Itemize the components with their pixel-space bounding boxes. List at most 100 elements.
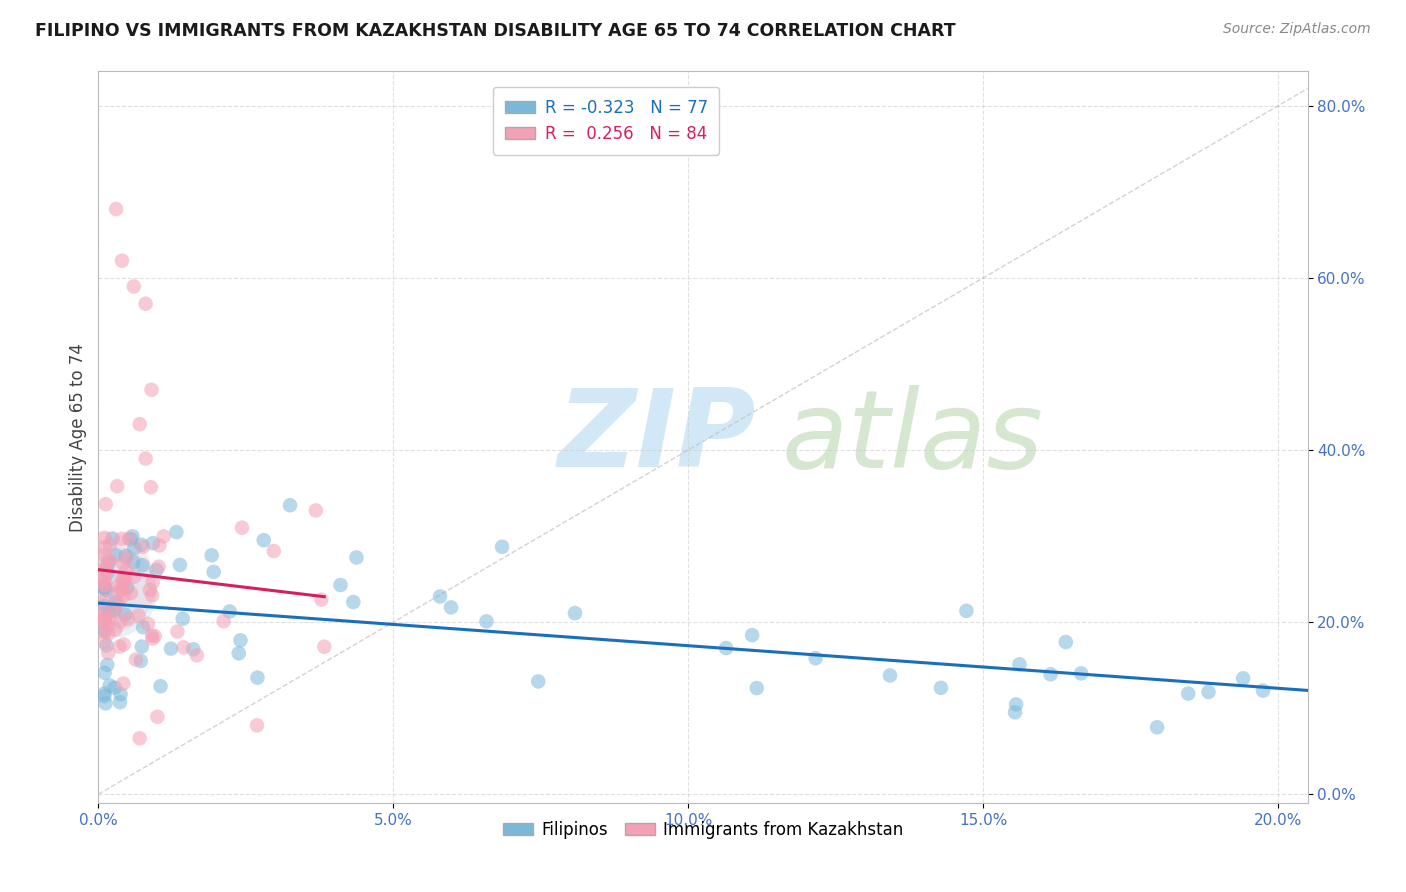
Point [114,607,136,622]
Point [253,533,276,548]
Point [135,451,157,466]
Point [97,646,120,660]
Point [929,681,952,695]
Point [1232,672,1254,686]
Point [141,629,163,643]
Point [146,710,169,724]
Y-axis label: Disability Age 65 to 74: Disability Age 65 to 74 [69,343,87,532]
Point [139,582,162,597]
Point [97,626,120,640]
Point [1177,687,1199,701]
Point [231,521,253,535]
Point [218,605,240,619]
Point [94,611,117,625]
Point [121,529,143,543]
Point [128,608,150,623]
Point [97,566,120,581]
Point [141,632,163,646]
Point [96,657,118,672]
Point [111,532,134,546]
Point [93,611,115,625]
Point [745,681,768,695]
Point [104,604,127,618]
Point [311,592,333,607]
Point [93,615,115,630]
Point [110,615,132,629]
Point [104,602,127,616]
Point [93,634,115,648]
Point [125,652,148,666]
Point [93,581,115,595]
Point [93,625,115,640]
Point [93,578,115,592]
Point [112,588,135,602]
Point [160,641,183,656]
Point [132,540,155,554]
Point [93,574,115,588]
Point [122,541,145,556]
Point [97,553,120,567]
Point [117,612,139,626]
Point [1198,685,1220,699]
Point [181,642,204,657]
Point [141,383,163,397]
Point [110,687,132,701]
Point [879,668,901,682]
Point [741,628,763,642]
Point [112,676,135,690]
Point [93,624,115,638]
Point [165,525,187,540]
Point [141,588,163,602]
Point [118,532,141,546]
Point [105,479,128,493]
Point [142,575,165,590]
Point [111,253,134,268]
Point [120,586,142,600]
Point [94,696,117,710]
Point [120,532,142,546]
Point [148,559,170,574]
Point [139,480,162,494]
Point [169,558,191,572]
Point [93,531,115,545]
Point [93,594,115,608]
Point [93,603,115,617]
Point [96,639,118,653]
Point [342,595,364,609]
Point [111,582,134,596]
Point [94,561,117,575]
Point [135,296,157,310]
Point [110,583,132,598]
Point [278,498,301,512]
Point [105,586,128,600]
Point [108,640,131,654]
Legend: Filipinos, Immigrants from Kazakhstan: Filipinos, Immigrants from Kazakhstan [496,814,910,846]
Point [128,731,150,746]
Point [491,540,513,554]
Point [429,590,451,604]
Text: atlas: atlas [782,384,1043,490]
Point [93,572,115,586]
Point [1005,698,1028,712]
Point [1251,683,1274,698]
Point [714,641,737,656]
Point [263,544,285,558]
Point [346,550,368,565]
Point [93,549,115,563]
Point [1054,635,1077,649]
Point [97,605,120,619]
Point [93,687,115,701]
Point [104,623,127,637]
Point [1004,706,1026,720]
Point [93,599,115,613]
Point [246,671,269,685]
Point [173,640,195,655]
Text: ZIP: ZIP [558,384,756,490]
Point [98,611,121,625]
Point [93,562,115,576]
Point [186,648,208,663]
Point [128,417,150,432]
Point [112,570,135,584]
Text: Source: ZipAtlas.com: Source: ZipAtlas.com [1223,22,1371,37]
Point [104,681,127,695]
